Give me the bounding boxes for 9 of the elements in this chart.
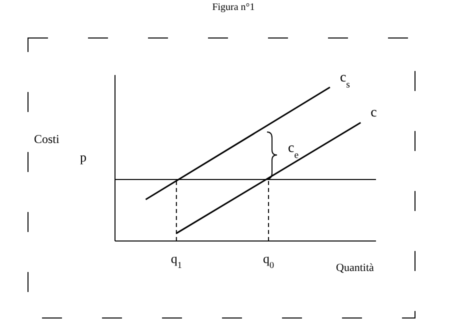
series-label: c [370, 106, 377, 121]
ref-line-label: p [80, 150, 86, 165]
x-tick-label: q$_{0}$ [263, 251, 275, 270]
x-tick-label: q$_{1}$ [170, 251, 182, 270]
annotation: c$_{e}$ [288, 141, 300, 160]
chart-title: Figura n°1 [212, 2, 255, 13]
x-axis-title: Quantità [336, 262, 374, 274]
y-axis-title: Costi [34, 132, 60, 146]
series-label: c$_{s}$ [340, 70, 350, 90]
